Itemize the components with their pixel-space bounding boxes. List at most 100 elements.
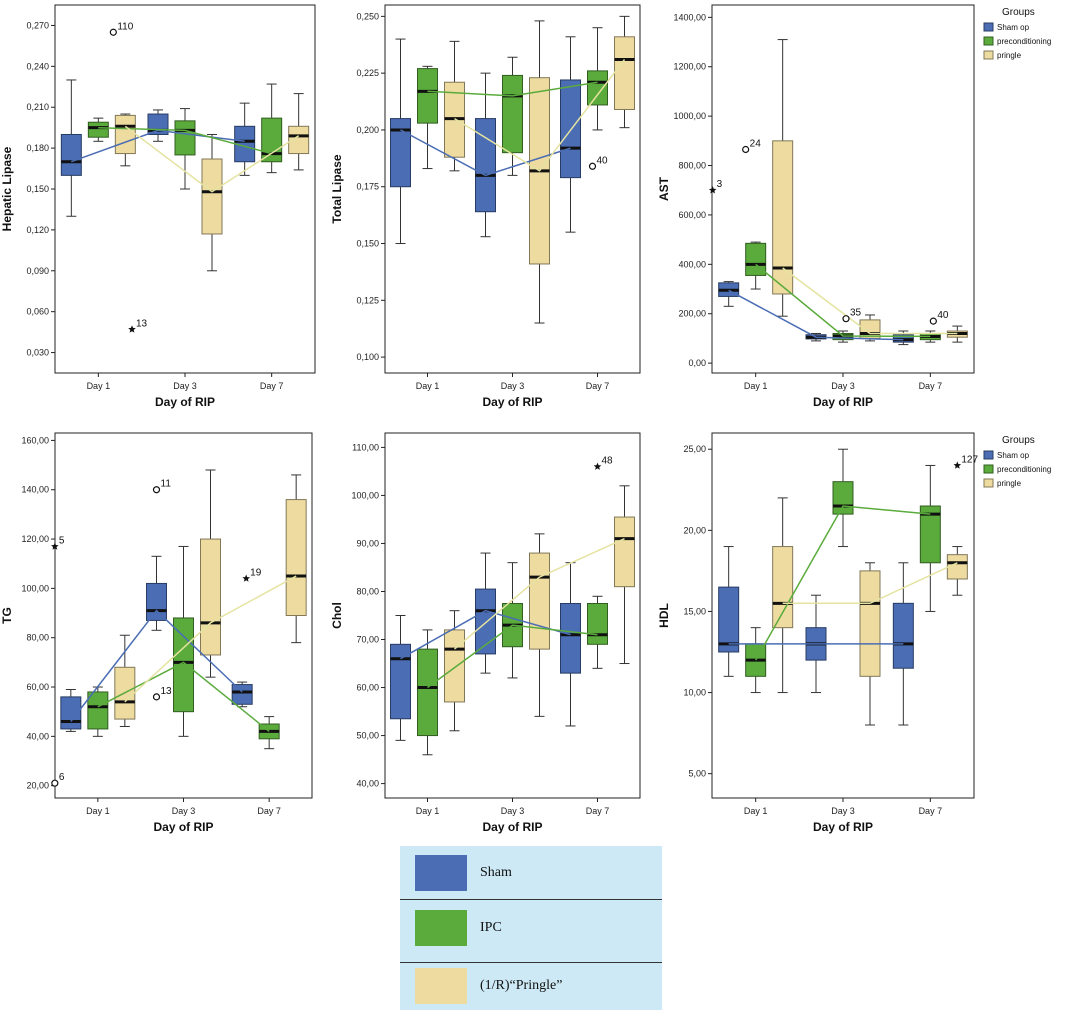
outlier-label: 48 — [602, 456, 614, 467]
box-pringle — [859, 570, 881, 677]
y-tick-label: 20,00 — [26, 781, 49, 791]
y-tick-label: 0,060 — [26, 307, 49, 317]
x-tick-label: Day 7 — [257, 806, 281, 816]
outlier-label: 13 — [136, 318, 148, 329]
x-axis-label: Day of RIP — [482, 395, 542, 409]
outlier-circle — [929, 317, 937, 325]
box-ipc — [832, 481, 854, 515]
x-tick-label: Day 3 — [501, 806, 525, 816]
y-tick-label: 0,200 — [356, 125, 379, 135]
outlier-star — [953, 461, 962, 469]
outlier-star — [242, 574, 250, 582]
x-tick-label: Day 1 — [416, 806, 440, 816]
box-ipc — [87, 121, 109, 138]
y-tick-label: 20,00 — [683, 525, 706, 535]
median-trend-ipc — [97, 661, 270, 732]
key-divider — [400, 962, 662, 963]
legend-swatch-ipc — [983, 464, 994, 474]
box-ipc — [87, 691, 109, 730]
outlier-circle — [152, 693, 161, 701]
x-axis-label: Day of RIP — [813, 395, 873, 409]
legend-swatch-pringle — [983, 478, 994, 488]
outlier-label: 40 — [937, 310, 949, 321]
key-label-sham: Sham — [480, 865, 512, 880]
y-tick-label: 0,00 — [688, 358, 706, 368]
y-tick-label: 110,00 — [352, 442, 379, 452]
box-sham — [146, 582, 167, 621]
y-tick-label: 1400,00 — [673, 12, 706, 22]
y-tick-label: 1200,00 — [673, 62, 706, 72]
box-sham — [892, 602, 914, 669]
x-tick-label: Day 3 — [173, 381, 197, 391]
outlier-circle — [152, 486, 161, 494]
outlier-star — [593, 462, 602, 470]
box-ipc — [173, 617, 194, 713]
x-tick-label: Day 3 — [501, 381, 525, 391]
y-tick-label: 100,00 — [21, 583, 49, 593]
outlier-star — [51, 542, 59, 550]
legend-title: Groups — [1002, 435, 1035, 446]
y-tick-label: 100,00 — [351, 490, 379, 500]
outlier-label: 3 — [717, 179, 723, 190]
legend-label-ipc: preconditioning — [997, 465, 1051, 474]
x-tick-label: Day 1 — [744, 381, 768, 391]
median-trend-ipc — [755, 263, 931, 338]
y-axis-label: Total Lipase — [330, 154, 344, 223]
box-pringle — [772, 140, 794, 295]
x-tick-label: Day 1 — [87, 381, 111, 391]
outlier-label: 127 — [961, 454, 978, 465]
y-tick-label: 400,00 — [678, 259, 706, 269]
y-tick-label: 0,150 — [356, 239, 379, 249]
box-sham — [560, 602, 581, 674]
x-tick-label: Day 7 — [919, 806, 943, 816]
box-ipc — [587, 602, 608, 645]
key-swatch-ipc — [415, 910, 467, 946]
y-axis-label: HDL — [657, 603, 671, 628]
key-label-pringle: (1/R)“Pringle” — [480, 978, 563, 993]
y-tick-label: 0,090 — [26, 266, 49, 276]
legend-swatch-ipc — [983, 36, 994, 46]
outlier-label: 11 — [161, 479, 172, 490]
box-sham — [390, 118, 411, 188]
y-tick-label: 0,180 — [26, 143, 49, 153]
box-sham — [475, 588, 496, 655]
y-tick-label: 40,00 — [26, 731, 49, 741]
x-tick-label: Day 1 — [86, 806, 110, 816]
y-tick-label: 90,00 — [356, 538, 379, 548]
y-tick-label: 0,100 — [356, 352, 379, 362]
y-tick-label: 600,00 — [678, 210, 706, 220]
legend-label-sham: Sham op — [997, 451, 1030, 460]
box-ipc — [417, 68, 438, 124]
key-label-ipc: IPC — [480, 920, 502, 935]
y-tick-label: 200,00 — [678, 309, 706, 319]
plot-frame — [711, 4, 975, 374]
median-trend-pringle — [454, 538, 625, 650]
box-pringle — [200, 538, 221, 656]
legend-label-sham: Sham op — [997, 23, 1030, 32]
legend-title: Groups — [1002, 7, 1035, 18]
y-tick-label: 25,00 — [683, 444, 706, 454]
outlier-circle — [742, 145, 750, 154]
y-tick-label: 50,00 — [356, 731, 379, 741]
median-trend-sham — [728, 289, 904, 341]
legend-label-ipc: preconditioning — [997, 37, 1051, 46]
y-tick-label: 0,210 — [26, 102, 49, 112]
box-pringle — [285, 499, 307, 616]
y-tick-label: 160,00 — [21, 435, 49, 445]
x-axis-label: Day of RIP — [153, 820, 213, 834]
y-tick-label: 0,125 — [356, 295, 379, 305]
box-ipc — [174, 120, 196, 156]
box-pringle — [614, 516, 635, 588]
y-tick-label: 0,240 — [26, 61, 49, 71]
key-divider — [400, 899, 662, 900]
median-trend-ipc — [427, 81, 598, 97]
x-axis-label: Day of RIP — [155, 395, 215, 409]
x-tick-label: Day 3 — [831, 381, 855, 391]
outlier-circle — [51, 779, 59, 787]
y-tick-label: 800,00 — [678, 161, 706, 171]
y-tick-label: 0,150 — [26, 184, 49, 194]
box-sham — [60, 133, 82, 176]
median-trend-sham — [400, 609, 571, 660]
x-tick-label: Day 7 — [260, 381, 284, 391]
box-sham — [560, 79, 581, 179]
